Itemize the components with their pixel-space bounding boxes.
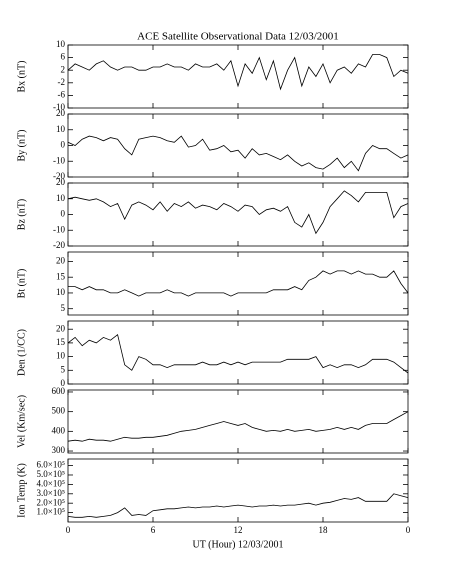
y-tick-label: 0	[61, 209, 66, 219]
y-axis-label: Vel (Km/sec)	[16, 395, 27, 448]
data-line	[67, 411, 409, 442]
y-axis-label: Den (1/CC)	[16, 329, 27, 376]
x-tick-label: 18	[319, 525, 329, 535]
panel-frame	[67, 182, 409, 247]
x-axis-label: UT (Hour) 12/03/2001	[193, 539, 284, 550]
y-tick-label: 2	[61, 64, 66, 74]
data-line	[67, 190, 409, 235]
x-tick-label: 12	[234, 525, 243, 535]
data-line	[68, 270, 409, 297]
panel-frame	[67, 458, 409, 523]
y-tick-label: 0	[61, 378, 66, 388]
y-tick-label: 3.0×10⁵	[37, 488, 65, 498]
y-tick-label: -20	[53, 171, 65, 181]
y-tick-label: -6	[58, 89, 66, 99]
y-axis-label: By (nT)	[16, 130, 27, 162]
y-tick-label: 10	[56, 287, 66, 297]
y-tick-label: -2	[58, 77, 66, 87]
panel-frame	[67, 389, 409, 454]
panel-frame	[67, 251, 409, 316]
y-tick-label: 4.0×10⁵	[37, 478, 65, 488]
y-axis-label: Bz (nT)	[16, 199, 27, 230]
data-line	[67, 334, 409, 374]
y-tick-label: 5	[61, 303, 66, 313]
y-tick-label: 15	[56, 271, 66, 281]
y-tick-label: 300	[52, 445, 66, 455]
y-tick-label: 5	[61, 364, 66, 374]
data-line	[67, 54, 409, 91]
y-tick-label: 10	[56, 124, 66, 134]
y-axis-label: Bt (nT)	[16, 269, 27, 299]
y-tick-label: 6	[61, 52, 66, 62]
y-tick-label: 20	[56, 108, 66, 118]
x-tick-label: 6	[151, 525, 156, 535]
panel-frame	[67, 44, 409, 109]
y-tick-label: 6.0×10⁵	[37, 460, 65, 470]
y-tick-label: 400	[52, 425, 66, 435]
data-line	[67, 135, 409, 172]
y-tick-label: 15	[56, 337, 66, 347]
data-line	[67, 493, 409, 518]
y-tick-label: 500	[52, 406, 66, 416]
y-tick-label: 20	[56, 256, 66, 266]
y-tick-label: 1.0×10⁵	[37, 507, 65, 517]
panel-frame	[67, 320, 409, 385]
y-tick-label: 0	[61, 140, 66, 150]
y-axis-label: Bx (nT)	[16, 61, 27, 93]
y-tick-label: -10	[53, 155, 65, 165]
y-tick-label: 10	[56, 351, 66, 361]
y-tick-label: -20	[53, 240, 65, 250]
y-axis-label: Ion Temp (K)	[16, 463, 27, 518]
y-tick-label: -10	[53, 224, 65, 234]
x-tick-label: 0	[406, 525, 411, 535]
y-tick-label: 10	[56, 193, 66, 203]
panel-frame	[67, 113, 409, 178]
y-tick-label: 5.0×10⁵	[37, 469, 65, 479]
x-tick-label: 0	[66, 525, 71, 535]
y-tick-label: -10	[53, 102, 65, 112]
y-tick-label: 600	[52, 386, 66, 396]
y-tick-label: 20	[56, 177, 66, 187]
chart-title: ACE Satellite Observational Data 12/03/2…	[137, 31, 339, 43]
y-tick-label: 2.0×10⁵	[37, 497, 65, 507]
y-tick-label: 20	[56, 323, 66, 333]
y-tick-label: 10	[56, 39, 66, 49]
